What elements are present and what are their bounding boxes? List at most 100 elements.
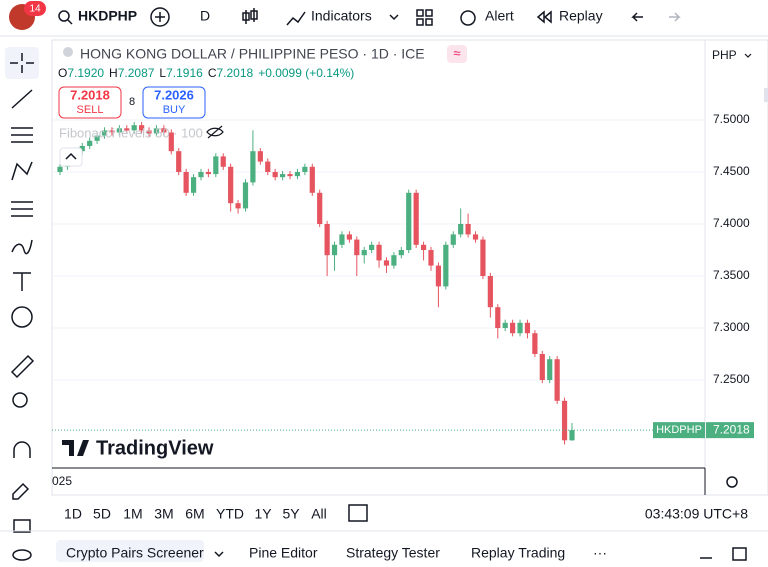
candle-body xyxy=(383,260,390,266)
candle-body xyxy=(272,171,278,178)
timeframe[interactable]: All xyxy=(311,506,327,522)
candle-body xyxy=(198,171,204,178)
logo-mark xyxy=(62,440,89,456)
collapse[interactable] xyxy=(59,147,83,167)
date-range[interactable] xyxy=(348,504,368,522)
candle-body xyxy=(510,322,516,334)
indicators[interactable]: Indicators xyxy=(311,8,372,24)
add-symbol[interactable] xyxy=(150,7,170,27)
candle-body xyxy=(547,359,553,381)
forecast-tool[interactable] xyxy=(11,201,33,217)
dropdown[interactable] xyxy=(389,14,399,21)
buy-button[interactable] xyxy=(142,86,206,119)
brush-tool[interactable] xyxy=(11,239,33,255)
magnet[interactable] xyxy=(13,441,31,458)
dropdown[interactable] xyxy=(214,551,224,558)
fib-tool[interactable] xyxy=(11,127,33,143)
chart-type[interactable] xyxy=(242,8,258,24)
c-value: 7.2018 xyxy=(216,66,253,80)
lock-draw[interactable] xyxy=(12,482,30,500)
y-tick-label: 7.3000 xyxy=(713,320,750,334)
dropdown xyxy=(744,53,752,58)
bottom-tab[interactable]: Strategy Tester xyxy=(346,545,440,561)
hide-icon[interactable] xyxy=(206,125,224,139)
bottom-tab[interactable]: Pine Editor xyxy=(249,545,318,561)
timeframe[interactable]: 1D xyxy=(64,506,82,522)
candle-body xyxy=(561,400,568,441)
candle-body xyxy=(235,203,241,209)
eye[interactable] xyxy=(12,549,32,561)
bottom-tab[interactable]: Replay Trading xyxy=(471,545,565,561)
candle-body xyxy=(458,223,464,235)
emoji-tool[interactable] xyxy=(11,306,33,328)
candle-body xyxy=(532,333,538,355)
candle-body xyxy=(450,234,456,245)
zoom[interactable] xyxy=(12,392,28,408)
candle-body xyxy=(101,130,108,136)
currency[interactable]: PHP xyxy=(712,48,737,62)
candle-body xyxy=(294,171,301,177)
candle-body xyxy=(250,151,256,183)
sell-button[interactable] xyxy=(58,86,122,119)
trend-line[interactable] xyxy=(11,89,33,109)
spread: 8 xyxy=(129,96,135,108)
candle-body xyxy=(257,151,263,162)
h-value: 7.2087 xyxy=(118,66,155,80)
timeframe[interactable]: YTD xyxy=(216,506,244,522)
crosshair[interactable] xyxy=(10,53,34,73)
candle-body xyxy=(346,234,352,240)
symbol[interactable]: HKDPHP xyxy=(78,8,137,24)
lock[interactable] xyxy=(13,519,31,533)
candle-body xyxy=(57,166,63,172)
text-tool[interactable] xyxy=(13,272,31,291)
currency-box[interactable] xyxy=(706,41,767,69)
candle-body xyxy=(94,135,100,141)
candle-body xyxy=(242,182,249,209)
candle-body xyxy=(443,244,449,287)
candle-body xyxy=(317,192,323,224)
undo[interactable] xyxy=(631,12,643,22)
redo[interactable] xyxy=(669,12,681,22)
timeframe[interactable]: 1M xyxy=(123,506,142,522)
timeframe[interactable]: 1Y xyxy=(254,506,272,522)
candle-body xyxy=(79,145,85,152)
timeframe[interactable]: 5Y xyxy=(282,506,300,522)
candle-body xyxy=(569,430,575,441)
candle-body xyxy=(420,244,427,250)
candle-body xyxy=(176,151,182,172)
pattern-tool[interactable] xyxy=(11,161,33,181)
timeframe[interactable]: 6M xyxy=(185,506,204,522)
timeframe[interactable]: 3M xyxy=(154,506,173,522)
status-icon[interactable] xyxy=(447,45,467,63)
candle-body xyxy=(139,125,145,131)
chart-frame xyxy=(51,39,768,496)
bottom-tab[interactable]: Crypto Pairs Screener xyxy=(66,545,204,561)
last-price-tag xyxy=(706,422,754,439)
candle-body xyxy=(116,128,122,133)
candle-body xyxy=(331,244,338,256)
indicators-icon xyxy=(286,11,306,26)
l-value: 7.1916 xyxy=(166,66,203,80)
layouts[interactable] xyxy=(416,9,433,26)
tool-selected[interactable] xyxy=(5,47,39,79)
buy-label: BUY xyxy=(163,104,186,116)
alert[interactable]: Alert xyxy=(485,8,514,24)
more[interactable]: ··· xyxy=(593,545,607,561)
candle-body xyxy=(280,174,286,178)
ruler[interactable] xyxy=(10,354,35,379)
scroll xyxy=(764,88,768,102)
candle-body xyxy=(213,156,219,175)
interval[interactable]: D xyxy=(200,8,210,24)
timeframe[interactable]: 5D xyxy=(93,506,111,522)
candle-body xyxy=(428,249,434,266)
candle-body xyxy=(287,174,293,177)
symbol-logo xyxy=(63,47,73,57)
tab-active[interactable] xyxy=(56,540,204,562)
h-label: H xyxy=(109,66,118,80)
replay[interactable]: Replay xyxy=(559,8,603,24)
c-label: C xyxy=(208,66,217,80)
maximize[interactable] xyxy=(732,547,747,561)
settings[interactable] xyxy=(726,476,738,488)
badge xyxy=(24,1,46,16)
